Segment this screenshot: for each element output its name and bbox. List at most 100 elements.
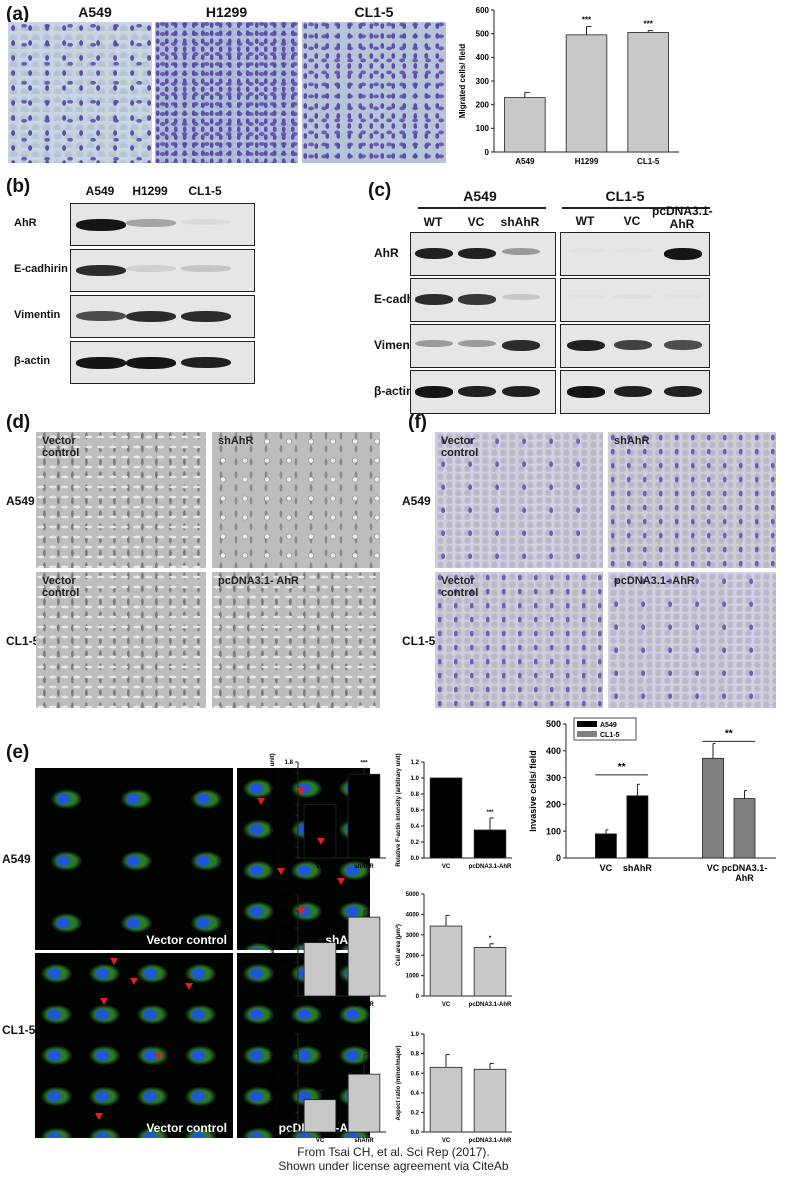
panel-label-b: (b) (6, 176, 31, 197)
chart-svg: 0.0 0.2 0.4 0.6 0.8 1.0 Aspect ratio (minor/ma… (396, 1032, 512, 1144)
y-tick-label: 300 (546, 773, 561, 783)
y-tick-label: 1.4 (285, 781, 294, 787)
blot-strip (560, 278, 710, 322)
arrowhead-icon (95, 1113, 103, 1120)
blot-band (181, 265, 231, 272)
y-tick-label: 1.2 (285, 792, 294, 798)
x-tick-label: VC (316, 864, 325, 870)
y-tick-label: 300 (476, 77, 490, 86)
lane-label: WT (423, 215, 443, 229)
significance-label: *** (486, 810, 494, 816)
blot-strip (70, 295, 255, 338)
blot-band (76, 311, 126, 322)
blot-band (664, 294, 702, 300)
migration-image-a549 (8, 22, 152, 163)
chart-svg: 0.0 0.2 0.4 0.6 0.8 1.0 1.2 1.4 1.6 1.8 Relative F… (270, 753, 386, 870)
license-note: Shown under license agreement via CiteAb (278, 1159, 509, 1173)
x-tick-label: AhR (735, 873, 754, 883)
cell-area-chart-a549: 0 500 1000 1500 2000 2500 3000 Cell area (μm²) V… (266, 884, 392, 1012)
arrowhead-icon (110, 958, 118, 965)
legend-label: A549 (600, 722, 617, 729)
group-label: CL1-5 (605, 188, 645, 204)
y-tick-label: 500 (283, 977, 294, 983)
blot-band (614, 248, 652, 254)
factin-chart-a549: 0.0 0.2 0.4 0.6 0.8 1.0 1.2 1.4 1.6 1.8 Relative F… (266, 752, 392, 874)
x-tick-label: shAhR (623, 863, 653, 873)
y-axis-label: Cell area (μm²) (395, 924, 402, 966)
x-tick-label: VC (316, 1138, 325, 1144)
y-tick-label: 0.4 (411, 1091, 420, 1097)
y-tick-label: 0.0 (411, 1130, 420, 1136)
panel-label-a: (a) (6, 4, 30, 25)
blot-row-label: AhR (14, 217, 37, 229)
x-tick-label: pcDNA3.1-AhR (469, 1138, 512, 1144)
x-tick-label: H1299 (575, 157, 599, 166)
y-axis-label: Migrated cells/ field (458, 44, 467, 118)
blot-band (502, 386, 540, 398)
y-tick-label: 1.8 (285, 760, 294, 766)
blot-band (126, 265, 176, 272)
significance-label: *** (643, 20, 653, 29)
bar (347, 916, 381, 997)
blot-strip (560, 232, 710, 276)
y-tick-label: 100 (546, 826, 561, 836)
blot-band (126, 219, 176, 227)
significance-label: * (489, 936, 492, 942)
blot-strip (410, 232, 556, 276)
y-tick-label: 0.4 (411, 824, 420, 830)
y-tick-label: 1.0 (285, 1032, 294, 1038)
row-label: A549 (2, 852, 31, 866)
y-tick-label: 400 (476, 53, 490, 62)
lane-label: pcDNA3.1-AhR (652, 204, 713, 231)
x-tick-label: CL1-5 (637, 157, 660, 166)
significance-label: *** (582, 16, 592, 25)
y-tick-label: 5000 (406, 892, 420, 898)
bar (303, 942, 337, 997)
blot-band (415, 340, 453, 348)
y-tick-label: 0.2 (411, 1111, 420, 1117)
bar (429, 777, 463, 859)
bar (595, 833, 617, 859)
blot-band (181, 219, 231, 226)
y-tick-label: 600 (476, 6, 490, 15)
y-tick-label: 0.6 (285, 824, 294, 830)
blot-strip (560, 370, 710, 414)
y-tick-label: 2500 (280, 909, 294, 915)
y-tick-label: 0.6 (411, 808, 420, 814)
bar (473, 829, 507, 859)
arrowhead-icon (297, 908, 305, 915)
y-axis-label: Cell area (μm²) (269, 924, 276, 966)
blot-strip (70, 203, 255, 246)
y-axis-label: Aspect ratio (minor/major) (270, 1045, 276, 1120)
arrowhead-icon (317, 838, 325, 845)
arrowhead-icon (100, 998, 108, 1005)
lane-label: shAhR (500, 215, 540, 229)
significance-label: ** (725, 728, 733, 739)
lane-label: A549 (85, 184, 115, 198)
blot-band (664, 340, 702, 350)
invasion-image-cl15-vc: Vector control (435, 572, 603, 708)
fluorescence-image-cl15-vc: Vector control (35, 953, 233, 1138)
lane-label: WT (575, 214, 595, 228)
arrowhead-icon (185, 983, 193, 990)
y-tick-label: 0 (290, 994, 294, 1000)
blot-band (458, 340, 496, 348)
x-tick-label: pcDNA3.1-AhR (469, 1002, 512, 1008)
y-tick-label: 0.4 (285, 1091, 294, 1097)
y-tick-label: 0.0 (411, 856, 420, 862)
bar (473, 1068, 507, 1133)
blot-band (458, 294, 496, 305)
blot-band (181, 311, 231, 323)
x-tick-label: pcDNA3.1-AhR (469, 864, 512, 870)
bar (303, 1099, 337, 1133)
phase-image-cl15-vc: Vector control (36, 572, 206, 708)
row-label: CL1-5 (2, 1023, 36, 1037)
blot-band (664, 386, 702, 398)
y-tick-label: 0.0 (285, 856, 294, 862)
blot-strip (70, 249, 255, 292)
lane-label: VC (623, 214, 641, 228)
x-tick-label: VC (707, 863, 720, 873)
y-tick-label: 1000 (280, 960, 294, 966)
y-tick-label: 0.2 (285, 1111, 294, 1117)
image-caption: Vector control (146, 933, 227, 947)
